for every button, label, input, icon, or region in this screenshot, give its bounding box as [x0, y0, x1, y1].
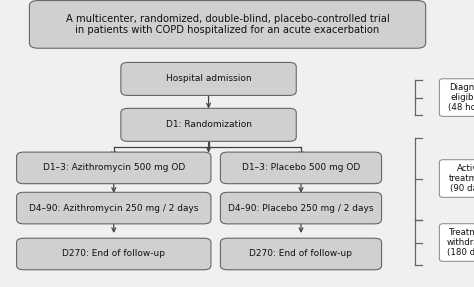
- Text: D270: End of follow-up: D270: End of follow-up: [249, 249, 353, 259]
- FancyBboxPatch shape: [220, 152, 382, 184]
- Text: Active
treatment
(90 days): Active treatment (90 days): [449, 164, 474, 193]
- Text: D270: End of follow-up: D270: End of follow-up: [62, 249, 165, 259]
- FancyBboxPatch shape: [220, 238, 382, 270]
- FancyBboxPatch shape: [121, 63, 296, 95]
- FancyBboxPatch shape: [17, 152, 211, 184]
- Text: Diagnosis
eligibility
(48 hours): Diagnosis eligibility (48 hours): [448, 83, 474, 113]
- Text: D1–3: Azithromycin 500 mg OD: D1–3: Azithromycin 500 mg OD: [43, 163, 185, 172]
- FancyBboxPatch shape: [439, 79, 474, 117]
- Text: D4–90: Placebo 250 mg / 2 days: D4–90: Placebo 250 mg / 2 days: [228, 203, 374, 213]
- FancyBboxPatch shape: [220, 192, 382, 224]
- FancyBboxPatch shape: [439, 224, 474, 261]
- Text: D1: Randomization: D1: Randomization: [165, 120, 252, 129]
- Text: D4–90: Azithromycin 250 mg / 2 days: D4–90: Azithromycin 250 mg / 2 days: [29, 203, 199, 213]
- FancyBboxPatch shape: [17, 192, 211, 224]
- Text: D1–3: Placebo 500 mg OD: D1–3: Placebo 500 mg OD: [242, 163, 360, 172]
- FancyBboxPatch shape: [29, 1, 426, 48]
- Text: A multicenter, randomized, double-blind, placebo-controlled trial
in patients wi: A multicenter, randomized, double-blind,…: [65, 13, 390, 35]
- Text: Hospital admission: Hospital admission: [166, 74, 251, 84]
- FancyBboxPatch shape: [121, 108, 296, 141]
- Text: Treatment
withdrawal
(180 days): Treatment withdrawal (180 days): [447, 228, 474, 257]
- FancyBboxPatch shape: [439, 160, 474, 197]
- FancyBboxPatch shape: [17, 238, 211, 270]
